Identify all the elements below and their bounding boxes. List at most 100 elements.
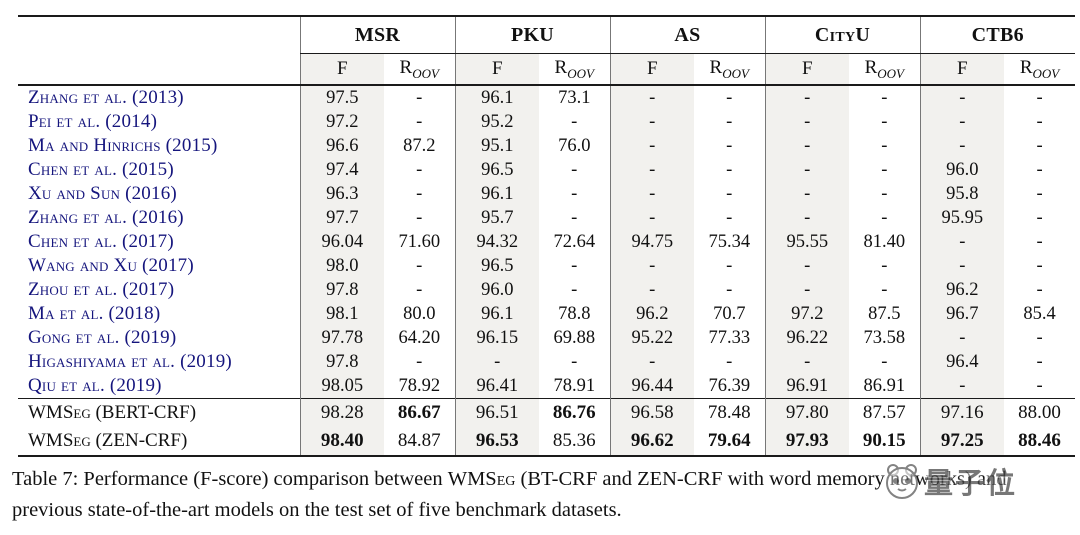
oov-subscript: OOV (567, 65, 594, 81)
table-row: Wang and Xu (2017) 98.0 - 96.5 - - - - - - - (18, 254, 1075, 278)
table-cell: - (764, 134, 850, 158)
roov-header-pku: ROOV (539, 53, 610, 86)
table-cell: - (1036, 375, 1043, 396)
model-label[interactable]: Zhou et al. (2017) (28, 279, 175, 300)
table-cell: 73.1 (558, 87, 591, 108)
table-cell: 73.58 (863, 327, 906, 348)
table-cell: 85.36 (552, 430, 596, 451)
table-cell: - (726, 111, 733, 132)
table-cell: - (881, 159, 888, 180)
table-cell: 79.64 (707, 430, 751, 451)
roov-header-msr: ROOV (384, 53, 455, 86)
table-cell: - (726, 279, 733, 300)
table-cell: - (1036, 255, 1043, 276)
table-cell: 98.1 (299, 302, 384, 326)
table-cell: 86.76 (539, 398, 610, 427)
model-label[interactable]: Ma et al. (2018) (28, 303, 161, 324)
corner-cell (18, 16, 300, 54)
table-cell: - (609, 110, 694, 134)
model-label[interactable]: Zhang et al. (2016) (28, 207, 184, 228)
table-cell: - (571, 351, 578, 372)
table-cell: - (919, 254, 1005, 278)
table-row: Pei et al. (2014) 97.2 - 95.2 - - - - - - - (18, 110, 1075, 134)
table-cell: - (919, 374, 1005, 399)
table-cell: - (416, 207, 423, 228)
table-cell: - (1036, 159, 1043, 180)
table-cell: 95.1 (454, 134, 539, 158)
table-cell: 88.00 (1004, 398, 1076, 427)
table-cell: 96.1 (454, 85, 539, 110)
table-cell: 78.8 (558, 303, 591, 324)
subheader-row: F ROOV F ROOV F ROOV F ROOV F ROOV (18, 53, 1076, 86)
oov-subscript: OOV (877, 65, 904, 81)
caption-text-2: (BT-CRF and ZEN-CRF with word memory net… (12, 468, 1007, 521)
table-row: WMSeg (ZEN-CRF) 98.40 84.87 96.53 85.36 96.62… (18, 427, 1075, 456)
table-cell: 97.25 (919, 427, 1005, 456)
model-label[interactable]: Xu and Sun (2016) (28, 183, 177, 204)
table-cell: - (881, 183, 888, 204)
table-cell: 97.7 (299, 206, 384, 230)
table-cell: 97.4 (299, 158, 384, 182)
table-cell: 80.0 (403, 303, 436, 324)
table-cell: 96.04 (299, 230, 384, 254)
table-cell: 94.75 (609, 230, 694, 254)
table-cell: - (726, 351, 733, 372)
table-cell: - (881, 135, 888, 156)
table-cell: 96.7 (919, 302, 1005, 326)
model-label[interactable]: Chen et al. (2015) (28, 159, 174, 180)
table-cell: - (416, 159, 423, 180)
table-cell: - (919, 85, 1005, 110)
table-cell: - (416, 351, 423, 372)
table-cell: - (726, 87, 733, 108)
table-cell: 76.39 (708, 375, 751, 396)
model-label[interactable]: Gong et al. (2019) (28, 327, 177, 348)
table-cell: - (764, 110, 850, 134)
table-cell: 81.40 (863, 231, 906, 252)
table-row: Gong et al. (2019) 97.78 64.20 96.15 69.88 95… (18, 326, 1075, 350)
table-cell: - (764, 206, 850, 230)
table-cell: - (1036, 327, 1043, 348)
model-label[interactable]: Qiu et al. (2019) (28, 375, 162, 396)
table-cell: - (881, 351, 888, 372)
table-row: Chen et al. (2017) 96.04 71.60 94.32 72.64 94… (18, 230, 1075, 254)
model-label[interactable]: Pei et al. (2014) (28, 111, 158, 132)
table-cell: - (764, 182, 850, 206)
table-cell: - (609, 158, 694, 182)
table-cell: 96.5 (454, 158, 539, 182)
model-label[interactable]: Higashiyama et al. (2019) (28, 351, 232, 372)
table-cell: - (919, 230, 1005, 254)
table-cell: 75.34 (708, 231, 751, 252)
model-label[interactable]: Wang and Xu (2017) (28, 255, 194, 276)
table-cell: 96.51 (454, 398, 539, 427)
group-header-cityu: CityU (764, 16, 921, 54)
table-cell: 96.53 (454, 427, 539, 456)
table-caption: Table 7: Performance (F-score) compariso… (12, 464, 1070, 526)
corner-cell-2 (18, 53, 300, 86)
table-cell: 96.15 (454, 326, 539, 350)
table-cell: 96.1 (454, 182, 539, 206)
model-label[interactable]: Ma and Hinrichs (2015) (28, 135, 218, 156)
model-label[interactable]: Zhang et al. (2013) (28, 87, 184, 108)
roov-header-as: ROOV (694, 53, 766, 86)
table-cell: 87.2 (403, 135, 436, 156)
table-cell: 96.62 (609, 427, 694, 456)
table-cell: 95.95 (919, 206, 1005, 230)
f-header-ctb6: F (919, 53, 1005, 86)
table-cell: 78.48 (694, 398, 766, 427)
table-cell: - (1036, 351, 1043, 372)
group-header-pku: PKU (454, 16, 610, 54)
table-cell: 72.64 (553, 231, 596, 252)
model-label[interactable]: Chen et al. (2017) (28, 231, 174, 252)
table-cell: 98.28 (299, 398, 384, 427)
oov-subscript: OOV (722, 65, 749, 81)
table-cell: 97.80 (764, 398, 850, 427)
table-cell: 90.15 (862, 430, 906, 451)
table-row: Ma et al. (2018) 98.1 80.0 96.1 78.8 96.2 70.7… (18, 302, 1075, 326)
table-row: Qiu et al. (2019) 98.05 78.92 96.41 78.91 96.… (18, 374, 1075, 399)
table-cell: - (1036, 135, 1043, 156)
table-cell: 78.91 (553, 375, 596, 396)
table-cell: 85.4 (1023, 303, 1056, 324)
table-cell: 97.2 (299, 110, 384, 134)
caption-text-1: Table 7: Performance (F-score) compariso… (12, 468, 448, 490)
